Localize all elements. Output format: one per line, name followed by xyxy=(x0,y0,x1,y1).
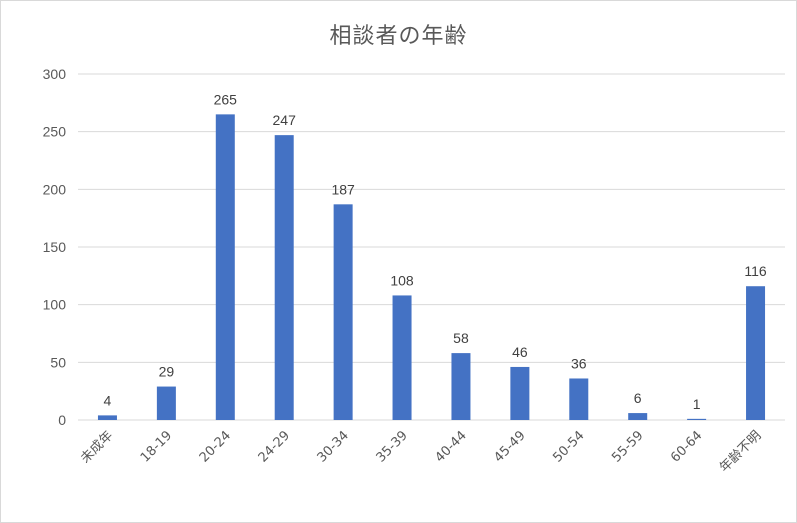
bar xyxy=(97,415,117,420)
data-label: 1 xyxy=(693,396,701,412)
data-label: 187 xyxy=(331,181,355,197)
x-tick-label: 年齢不明 xyxy=(717,428,764,475)
bar xyxy=(274,135,294,421)
bar xyxy=(510,366,530,420)
data-label: 108 xyxy=(390,272,414,288)
bar xyxy=(628,413,648,420)
data-label: 265 xyxy=(214,91,238,107)
y-tick-label: 200 xyxy=(43,181,67,197)
data-label: 58 xyxy=(453,330,469,346)
bar xyxy=(392,295,412,420)
x-tick-label: 60-64 xyxy=(668,428,705,465)
bar xyxy=(569,378,589,420)
y-tick-label: 50 xyxy=(50,354,66,370)
y-tick-label: 250 xyxy=(43,124,67,140)
data-label: 6 xyxy=(634,390,642,406)
x-tick-label: 18-19 xyxy=(138,428,175,465)
bar xyxy=(215,114,235,420)
bar xyxy=(687,418,707,420)
x-tick-label: 50-54 xyxy=(550,428,587,465)
x-tick-label: 45-49 xyxy=(491,428,528,465)
data-label: 116 xyxy=(744,263,767,279)
x-tick-label: 24-29 xyxy=(256,428,293,465)
y-tick-label: 100 xyxy=(43,297,67,313)
data-label: 247 xyxy=(273,112,297,128)
y-tick-label: 300 xyxy=(43,66,67,82)
bar xyxy=(451,353,471,420)
data-label: 29 xyxy=(159,364,175,380)
bar xyxy=(746,286,766,420)
bar xyxy=(156,386,176,420)
x-tick-label: 未成年 xyxy=(78,428,116,466)
chart-title: 相談者の年齢 xyxy=(329,24,468,49)
x-tick-label: 40-44 xyxy=(432,428,469,465)
x-tick-label: 55-59 xyxy=(609,428,646,465)
x-tick-label: 20-24 xyxy=(197,428,234,465)
data-label: 4 xyxy=(104,392,112,408)
x-tick-label: 30-34 xyxy=(315,428,352,465)
x-tick-label: 35-39 xyxy=(374,428,411,465)
data-label: 36 xyxy=(571,355,587,371)
bar xyxy=(333,204,353,420)
y-tick-label: 150 xyxy=(43,239,67,255)
data-label: 46 xyxy=(512,344,528,360)
y-tick-label: 0 xyxy=(58,412,66,428)
